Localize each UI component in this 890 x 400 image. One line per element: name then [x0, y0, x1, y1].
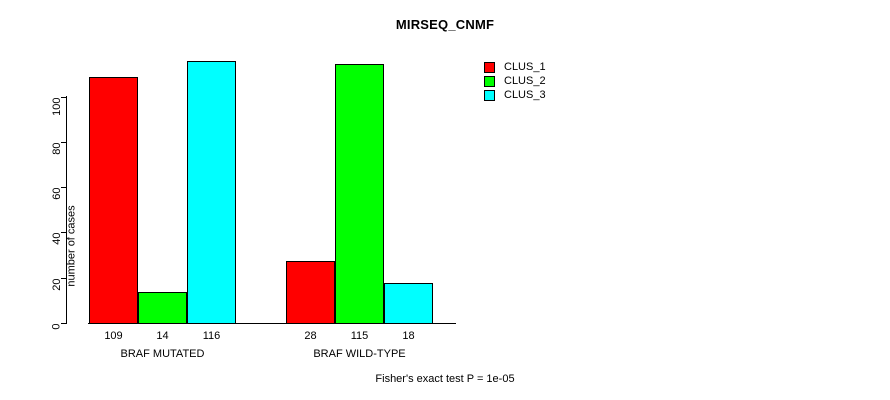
legend-swatch-icon — [484, 76, 495, 87]
bar — [335, 63, 384, 324]
legend-label: CLUS_1 — [504, 61, 546, 73]
bar-value-label: 14 — [156, 330, 169, 342]
plot-area: 0 20 40 60 80 100 number of cases 109 14 116 28 1… — [51, 50, 466, 360]
bar-value-label: 115 — [350, 330, 369, 342]
bar — [187, 61, 236, 324]
legend-item-clus_1: CLUS_1 — [484, 60, 614, 74]
y-tick-mark — [61, 141, 66, 143]
bar — [89, 77, 138, 324]
bar-value-label: 28 — [304, 330, 317, 342]
y-axis-line — [66, 96, 67, 324]
statistical-test-note: Fisher's exact test P = 1e-05 — [375, 373, 515, 385]
legend-item-clus_2: CLUS_2 — [484, 74, 614, 88]
chart-legend: CLUS_1 CLUS_2 CLUS_3 — [484, 60, 614, 102]
y-tick-mark — [61, 323, 66, 324]
legend-label: CLUS_3 — [504, 89, 546, 101]
bar-value-label: 18 — [402, 330, 415, 342]
y-tick-label: 20 — [50, 278, 63, 291]
bar — [138, 292, 187, 324]
group-label: BRAF WILD-TYPE — [313, 348, 406, 360]
legend-swatch-icon — [484, 90, 495, 101]
chart-title: MIRSEQ_CNMF — [395, 17, 495, 32]
legend-label: CLUS_2 — [504, 75, 546, 87]
bar-value-label: 109 — [104, 330, 123, 342]
bar — [286, 260, 335, 324]
y-tick-mark — [61, 96, 66, 98]
x-axis-line — [88, 323, 456, 324]
group-label: BRAF MUTATED — [120, 348, 205, 360]
bar-value-label: 116 — [202, 330, 221, 342]
y-tick-mark — [61, 187, 66, 189]
legend-swatch-icon — [484, 62, 495, 73]
legend-item-clus_3: CLUS_3 — [484, 88, 614, 102]
bar — [384, 283, 433, 324]
y-tick-label: 100 — [50, 97, 63, 116]
y-tick-mark — [61, 232, 66, 234]
y-tick-label: 60 — [50, 187, 63, 200]
y-tick-label: 0 — [50, 323, 63, 330]
y-axis-title: number of cases — [65, 205, 78, 287]
y-tick-label: 80 — [50, 142, 63, 155]
y-tick-mark — [61, 277, 66, 279]
y-tick-label: 40 — [50, 232, 63, 246]
